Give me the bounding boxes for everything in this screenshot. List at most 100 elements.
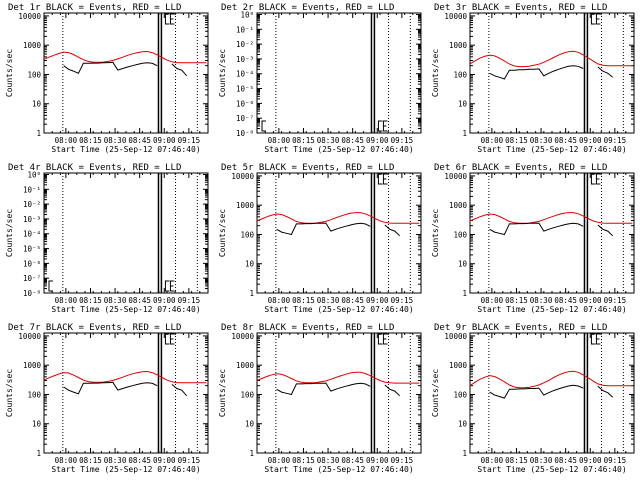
y-tick-label: 1000: [449, 201, 468, 210]
y-axis-label: Counts/sec: [431, 49, 440, 97]
y-axis-label: Counts/sec: [431, 209, 440, 257]
y-tick-label: 10⁻⁶: [236, 99, 254, 108]
x-tick-label: 09:00: [153, 456, 176, 465]
x-tick-label: 08:30: [104, 456, 127, 465]
x-tick-label: 09:15: [391, 296, 414, 305]
x-tick-label: 08:45: [341, 296, 364, 305]
x-tick-label: 08:00: [55, 296, 78, 305]
bracket-mark: [169, 280, 175, 292]
bracket-mark: [169, 333, 175, 345]
y-tick-label: 100: [27, 390, 41, 399]
chart-panel-3: Det 3r BLACK = Events, RED = LLD 1 10 100 10…: [431, 3, 635, 154]
bracket-mark: [169, 13, 175, 25]
plot-frame: [43, 172, 209, 294]
chart-title: Det 7r BLACK = Events, RED = LLD: [8, 323, 181, 333]
y-tick-label: 10: [458, 260, 468, 269]
events-series-line: [276, 222, 401, 237]
y-tick-label: 1000: [236, 361, 255, 370]
x-tick-label: 09:00: [579, 456, 602, 465]
x-tick-label: 08:15: [292, 136, 315, 145]
bracket-mark: [590, 173, 596, 185]
y-tick-label: 1: [249, 289, 254, 298]
x-tick-label: 09:15: [178, 296, 201, 305]
chart-panel-9: Det 9r BLACK = Events, RED = LLD 1 10 100 10…: [431, 323, 635, 474]
y-tick-label: 1000: [449, 41, 468, 50]
x-tick-label: 08:30: [530, 296, 553, 305]
y-axis-label: Counts/sec: [5, 369, 14, 417]
x-tick-label: 08:00: [481, 136, 504, 145]
y-tick-label: 10000: [231, 172, 254, 181]
x-tick-label: 09:15: [391, 136, 414, 145]
x-tick-label: 08:45: [128, 136, 151, 145]
lld-series-line: [256, 212, 420, 224]
chart-panel-4: Det 4r BLACK = Events, RED = LLD 10⁻⁸ 10⁻⁷…: [5, 163, 209, 314]
x-axis-label: Start Time (25-Sep-12 07:46:40): [51, 465, 200, 474]
y-tick-label: 10000: [231, 332, 254, 341]
lld-series-line: [469, 212, 633, 224]
y-tick-label: 10000: [18, 332, 41, 341]
y-tick-label: 10⁻⁸: [236, 129, 254, 138]
x-tick-label: 09:00: [366, 296, 389, 305]
x-tick-label: 08:45: [341, 456, 364, 465]
chart-title: Det 8r BLACK = Events, RED = LLD: [221, 323, 394, 333]
bracket-mark: [382, 173, 388, 185]
y-tick-label: 10⁻⁴: [236, 70, 254, 79]
y-tick-label: 10⁻⁷: [23, 274, 41, 283]
y-tick-label: 10⁰: [240, 10, 254, 19]
x-tick-label: 08:30: [530, 136, 553, 145]
y-tick-label: 1: [462, 449, 467, 458]
y-tick-label: 10⁻¹: [236, 25, 254, 34]
plot-frame: [43, 12, 209, 134]
x-tick-label: 09:00: [153, 296, 176, 305]
chart-panel-6: Det 6r BLACK = Events, RED = LLD 1 10 100 10…: [431, 163, 635, 314]
x-tick-label: 09:00: [366, 136, 389, 145]
y-tick-label: 10⁻¹: [23, 185, 41, 194]
plot-frame: [469, 332, 635, 454]
bracket-mark: [382, 120, 388, 132]
y-tick-label: 1: [36, 449, 41, 458]
chart-title: Det 3r BLACK = Events, RED = LLD: [434, 3, 607, 13]
chart-panel-7: Det 7r BLACK = Events, RED = LLD 1 10 100 10…: [5, 323, 209, 474]
chart-title: Det 9r BLACK = Events, RED = LLD: [434, 323, 607, 333]
chart-panel-2: Det 2r BLACK = Events, RED = LLD 10⁻⁸ 10⁻⁷…: [218, 3, 422, 154]
x-tick-label: 08:15: [79, 136, 102, 145]
x-tick-label: 09:15: [604, 296, 627, 305]
chart-title: Det 1r BLACK = Events, RED = LLD: [8, 3, 181, 13]
bracket-mark: [590, 13, 596, 25]
y-tick-label: 100: [453, 390, 467, 399]
x-tick-label: 08:15: [505, 456, 528, 465]
bracket-mark: [382, 333, 388, 345]
y-tick-label: 100: [240, 390, 254, 399]
x-tick-label: 08:00: [481, 296, 504, 305]
x-tick-label: 08:00: [481, 456, 504, 465]
events-series-line: [489, 65, 614, 80]
x-tick-label: 08:45: [128, 456, 151, 465]
y-tick-label: 10⁻⁶: [23, 259, 41, 268]
y-tick-label: 10000: [444, 12, 467, 21]
x-tick-label: 08:45: [128, 296, 151, 305]
y-tick-label: 10⁻⁷: [236, 114, 254, 123]
x-tick-label: 09:15: [604, 456, 627, 465]
y-axis-label: Counts/sec: [5, 49, 14, 97]
y-tick-label: 1000: [23, 41, 42, 50]
x-axis-label: Start Time (25-Sep-12 07:46:40): [51, 305, 200, 314]
lld-series-line: [43, 50, 207, 64]
y-tick-label: 10000: [444, 172, 467, 181]
bracket-mark: [590, 333, 596, 345]
x-tick-label: 08:00: [55, 456, 78, 465]
x-tick-label: 09:00: [579, 136, 602, 145]
x-tick-label: 08:30: [104, 296, 127, 305]
x-tick-label: 08:00: [268, 136, 291, 145]
lld-series-line: [469, 50, 633, 68]
y-tick-label: 1: [462, 289, 467, 298]
bracket-mark: [377, 333, 383, 345]
y-tick-label: 10⁻²: [23, 200, 41, 209]
x-tick-label: 09:15: [178, 136, 201, 145]
chart-panel-8: Det 8r BLACK = Events, RED = LLD 1 10 100 10…: [218, 323, 422, 474]
x-tick-label: 08:15: [505, 296, 528, 305]
x-tick-label: 08:30: [317, 296, 340, 305]
x-tick-label: 09:00: [153, 136, 176, 145]
bracket-mark: [377, 173, 383, 185]
y-tick-label: 10: [32, 100, 42, 109]
x-tick-label: 08:00: [268, 296, 291, 305]
